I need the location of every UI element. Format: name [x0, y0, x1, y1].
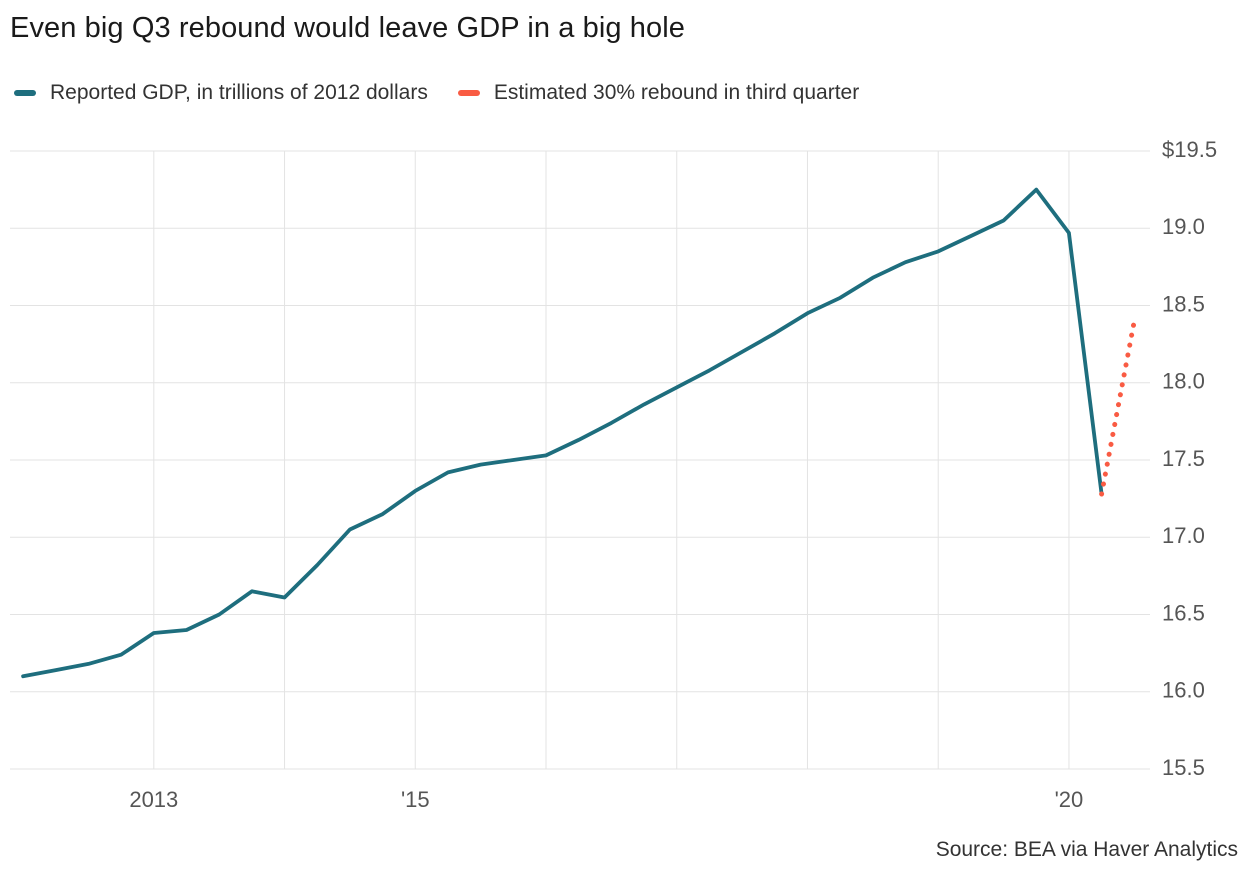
- gdp-line-chart: $19.5 19.0 18.5 18.0 17.5 17.0 16.5 16.0 15.5 201…: [10, 137, 1217, 812]
- source-attribution: Source: BEA via Haver Analytics: [935, 838, 1238, 861]
- y-tick-label: 16.0: [1162, 678, 1205, 703]
- legend-item-reported-gdp: Reported GDP, in trillions of 2012 dolla…: [14, 81, 428, 105]
- chart-area: $19.5 19.0 18.5 18.0 17.5 17.0 16.5 16.0 15.5 201…: [0, 121, 1260, 826]
- y-tick-label: 18.5: [1162, 291, 1205, 316]
- chart-title: Even big Q3 rebound would leave GDP in a…: [10, 12, 686, 44]
- legend-label-reported-gdp: Reported GDP, in trillions of 2012 dolla…: [50, 81, 428, 104]
- x-tick-label: 2013: [129, 787, 178, 812]
- legend-item-estimated-rebound: Estimated 30% rebound in third quarter: [457, 81, 860, 105]
- estimated-rebound-swatch-icon: [457, 90, 480, 96]
- y-tick-label: 15.5: [1162, 755, 1205, 780]
- y-tick-label: 18.0: [1162, 369, 1205, 394]
- chart-legend: Reported GDP, in trillions of 2012 dolla…: [14, 81, 1260, 105]
- x-tick-label: '20: [1055, 787, 1084, 812]
- reported-gdp-line: [21, 187, 1104, 679]
- y-tick-label: 16.5: [1162, 600, 1205, 625]
- y-tick-label: 19.0: [1162, 214, 1205, 239]
- reported-gdp-swatch-icon: [14, 90, 36, 96]
- y-tick-label: 17.5: [1162, 446, 1205, 471]
- y-tick-label: 17.0: [1162, 523, 1205, 548]
- y-tick-label: $19.5: [1162, 137, 1217, 162]
- estimated-rebound-line: [1099, 318, 1137, 497]
- legend-label-estimated-rebound: Estimated 30% rebound in third quarter: [493, 81, 860, 104]
- x-tick-label: '15: [401, 787, 430, 812]
- chart-page: Even big Q3 rebound would leave GDP in a…: [0, 12, 1260, 881]
